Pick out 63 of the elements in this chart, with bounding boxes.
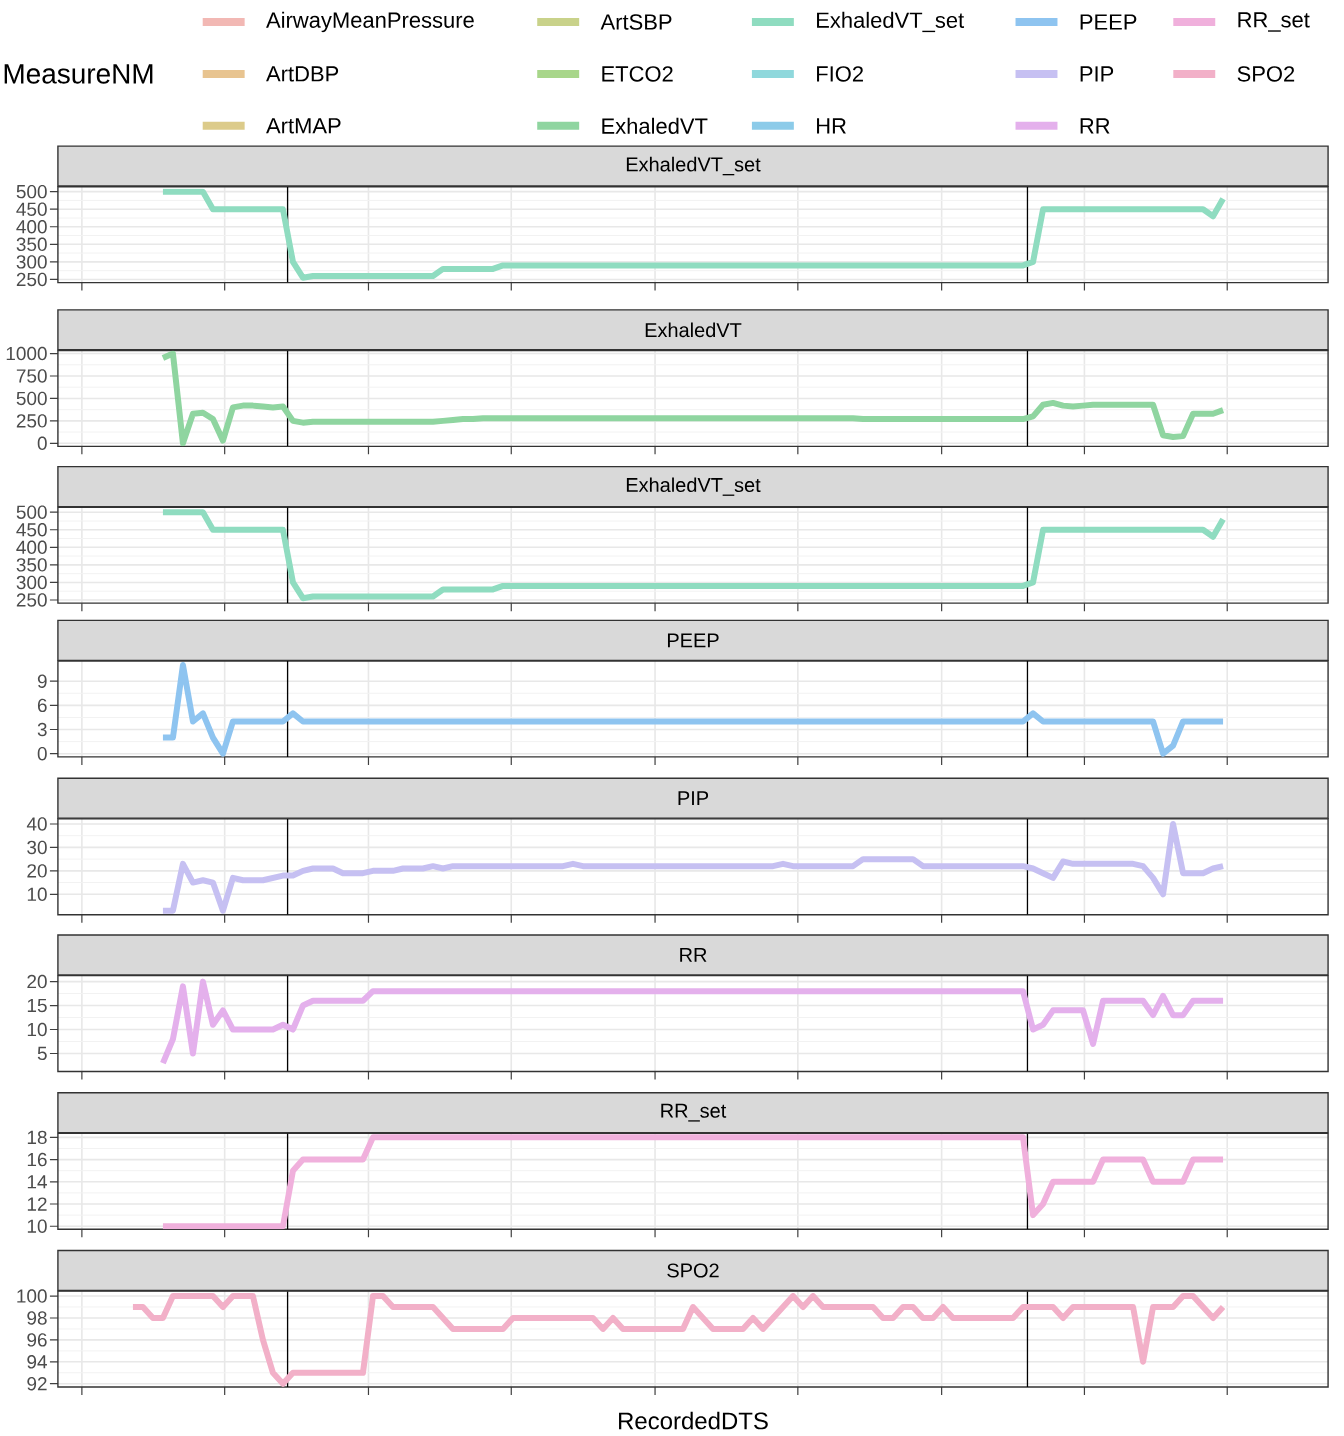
y-tick-label: 300: [16, 575, 47, 590]
chart-title: ExhaledVT: [645, 322, 742, 338]
legend-label: RR_set: [1238, 12, 1310, 32]
y-tick-label: 40: [26, 817, 47, 831]
legend-label: ArtSBP: [600, 14, 672, 30]
legend-label: ExhaledVT_set: [817, 11, 965, 33]
y-tick-label: 5: [37, 1046, 47, 1061]
y-tick-label: 20: [27, 974, 47, 989]
y-tick-label: 15: [27, 998, 47, 1013]
y-tick-label: 6: [37, 698, 47, 713]
legend-label: ETCO2: [602, 66, 673, 82]
y-tick-label: 20: [27, 864, 47, 878]
y-tick-label: 250: [16, 593, 47, 607]
y-tick-label: 12: [27, 1197, 47, 1211]
x-axis-title: RecordedDTS: [619, 1411, 768, 1430]
y-tick-label: 500: [16, 505, 47, 519]
y-tick-label: 94: [27, 1355, 47, 1369]
y-tick-label: 250: [16, 414, 47, 428]
y-tick-label: 400: [16, 540, 47, 555]
legend-label: ArtDBP: [266, 66, 339, 82]
y-tick-label: 0: [37, 746, 47, 761]
legend-label: ExhaledVT: [602, 117, 708, 134]
y-tick-label: 92: [27, 1377, 47, 1391]
chart-title: PEEP: [667, 633, 719, 648]
y-tick-label: 30: [27, 840, 47, 855]
legend-label: FIO2: [817, 66, 863, 82]
y-tick-label: 500: [16, 391, 47, 406]
chart-title: RR_set: [661, 1103, 727, 1122]
y-tick-label: 18: [27, 1130, 47, 1145]
y-tick-label: 10: [27, 1022, 47, 1037]
y-tick-label: 16: [27, 1152, 47, 1167]
chart-title: PIP: [678, 791, 709, 806]
y-tick-label: 250: [16, 272, 47, 287]
y-tick-label: 350: [16, 237, 47, 252]
y-tick-label: 450: [16, 523, 47, 537]
legend-label: PEEP: [1080, 14, 1137, 30]
legend-label: SPO2: [1237, 66, 1295, 82]
chart-title: ExhaledVT_set: [626, 477, 761, 496]
y-tick-label: 9: [37, 674, 47, 688]
y-tick-label: 96: [27, 1333, 47, 1347]
y-tick-label: 98: [27, 1311, 47, 1325]
legend-label: ArtMAP: [266, 118, 341, 134]
y-tick-label: 100: [17, 1289, 47, 1303]
y-tick-label: 0: [37, 436, 47, 451]
chart-title: ExhaledVT_set: [626, 156, 761, 176]
y-tick-label: 300: [16, 255, 47, 269]
legend-label: PIP: [1080, 66, 1114, 82]
y-tick-label: 1000: [6, 346, 47, 361]
legend-label: AirwayMeanPressure: [266, 11, 474, 33]
y-tick-label: 400: [16, 220, 47, 234]
y-tick-label: 450: [16, 202, 47, 216]
legend-label: RR: [1080, 118, 1110, 134]
y-tick-label: 10: [27, 1219, 47, 1233]
y-tick-label: 750: [16, 369, 47, 383]
chart-title: SPO2: [667, 1263, 719, 1278]
y-tick-label: 500: [16, 184, 47, 199]
chart-title: RR: [680, 948, 707, 962]
y-tick-label: 14: [27, 1175, 47, 1189]
y-tick-label: 3: [37, 722, 47, 737]
legend-title: MeasureNM: [4, 64, 153, 84]
legend-label: HR: [817, 118, 846, 134]
y-tick-label: 10: [27, 887, 47, 902]
y-tick-label: 350: [16, 558, 47, 572]
